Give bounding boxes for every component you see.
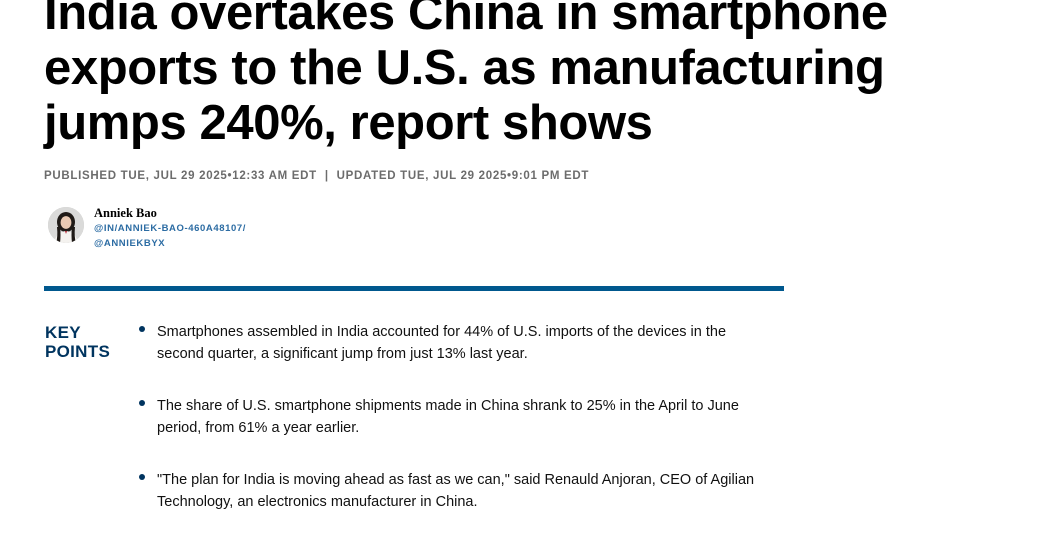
article-headline: India overtakes China in smartphone expo…: [44, 0, 888, 150]
key-points-heading-line1: KEY: [45, 323, 81, 342]
key-point-text: The share of U.S. smartphone shipments m…: [157, 398, 739, 436]
key-points-heading-line2: POINTS: [45, 342, 111, 361]
key-points-divider: [44, 286, 784, 291]
bullet-icon: [139, 326, 145, 332]
author-avatar[interactable]: [48, 207, 84, 243]
timestamp-separator: |: [324, 170, 329, 182]
author-linkedin-link[interactable]: @IN/ANNIEK-BAO-460A48107/: [94, 223, 247, 234]
key-point-item: The share of U.S. smartphone shipments m…: [138, 395, 768, 439]
updated-time: UPDATED TUE, JUL 29 2025•9:01 PM EDT: [336, 170, 590, 182]
key-point-text: Smartphones assembled in India accounted…: [157, 324, 727, 362]
key-points-list: Smartphones assembled in India accounted…: [138, 321, 768, 543]
article-timestamps: PUBLISHED TUE, JUL 29 2025•12:33 AM EDT …: [44, 170, 589, 182]
key-point-item: "The plan for India is moving ahead as f…: [138, 469, 768, 513]
author-twitter-link[interactable]: @ANNIEKBYX: [94, 238, 166, 249]
bullet-icon: [139, 474, 145, 480]
key-point-text: "The plan for India is moving ahead as f…: [157, 472, 755, 510]
key-point-item: Smartphones assembled in India accounted…: [138, 321, 768, 365]
author-name[interactable]: Anniek Bao: [94, 206, 157, 220]
bullet-icon: [139, 400, 145, 406]
author-info: Anniek Bao @IN/ANNIEK-BAO-460A48107/ @AN…: [94, 206, 246, 251]
key-points-heading: KEY POINTS: [45, 323, 135, 361]
published-time: PUBLISHED TUE, JUL 29 2025•12:33 AM EDT: [44, 170, 317, 182]
author-photo-icon: [48, 207, 84, 243]
